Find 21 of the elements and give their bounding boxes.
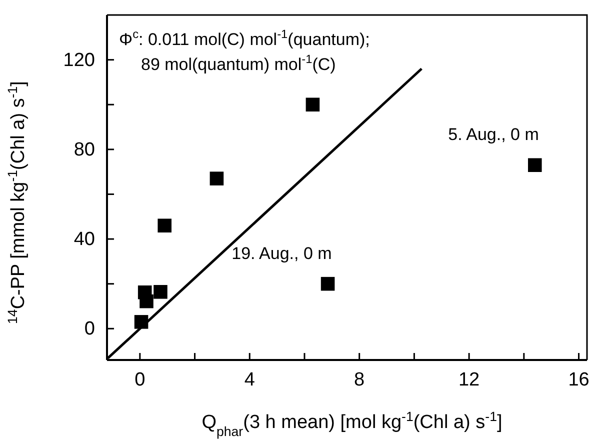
point [154, 285, 168, 299]
x-tick-label: 12 [458, 369, 480, 390]
point [210, 172, 224, 186]
x-axis-title: Q$_{phar}$(3 h mean) [mol kg$^{-1}$(Chl a) s$^{-1}$] [202, 408, 502, 438]
point [320, 276, 335, 291]
x-tick-label: 0 [134, 369, 146, 390]
point [158, 218, 172, 232]
point [140, 294, 154, 308]
annotation: 19. Aug., 0 m [232, 244, 332, 263]
x-tick-label: 4 [244, 369, 256, 390]
annotation: 5. Aug., 0 m [448, 125, 539, 144]
annotation: 89 mol(quantum) mol$^{-1}$(C) [141, 52, 336, 74]
point [306, 98, 320, 112]
y-tick-label: 80 [74, 139, 95, 160]
y-tick-label: 0 [84, 318, 95, 340]
x-tick-label: 8 [354, 369, 365, 390]
x-tick-label: 16 [568, 369, 590, 390]
annotation: Φ$^{c}$: 0.011 mol(C) mol$^{-1}$(quantum); [119, 27, 370, 49]
point [528, 158, 542, 172]
y-tick-label: 120 [63, 50, 95, 71]
y-tick-label: 40 [74, 229, 95, 250]
